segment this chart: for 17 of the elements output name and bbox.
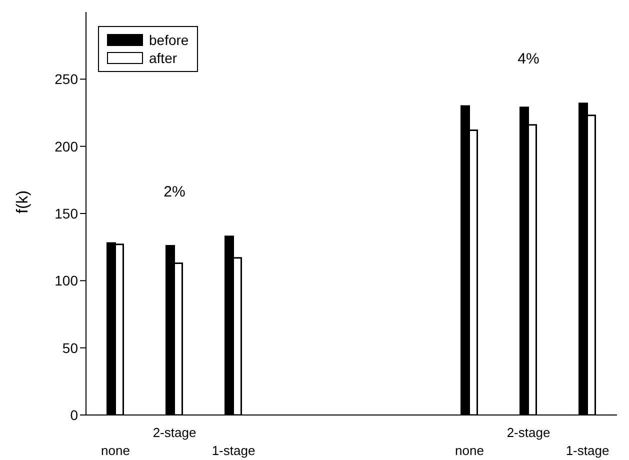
y-tick-label: 250 [54,71,78,88]
x-tick-label: 2-stage [152,425,196,440]
y-tick-label: 100 [54,272,78,289]
legend-label: after [149,49,178,67]
annotation: 2% [164,183,186,200]
legend-label: before [149,31,189,49]
x-tick-label: 1-stage [212,443,256,458]
y-tick-label: 50 [62,340,78,356]
x-tick-label: 2-stage [506,425,550,440]
x-tick-label: none [101,443,130,458]
x-tick-label: none [455,443,484,458]
y-tick-label: 150 [54,205,78,222]
annotation: 4% [518,50,540,68]
y-tick-label: 200 [54,138,78,154]
x-tick-label: 1-stage [566,443,610,458]
y-axis-title: f(k) [14,190,32,214]
y-tick-label: 0 [70,406,78,423]
